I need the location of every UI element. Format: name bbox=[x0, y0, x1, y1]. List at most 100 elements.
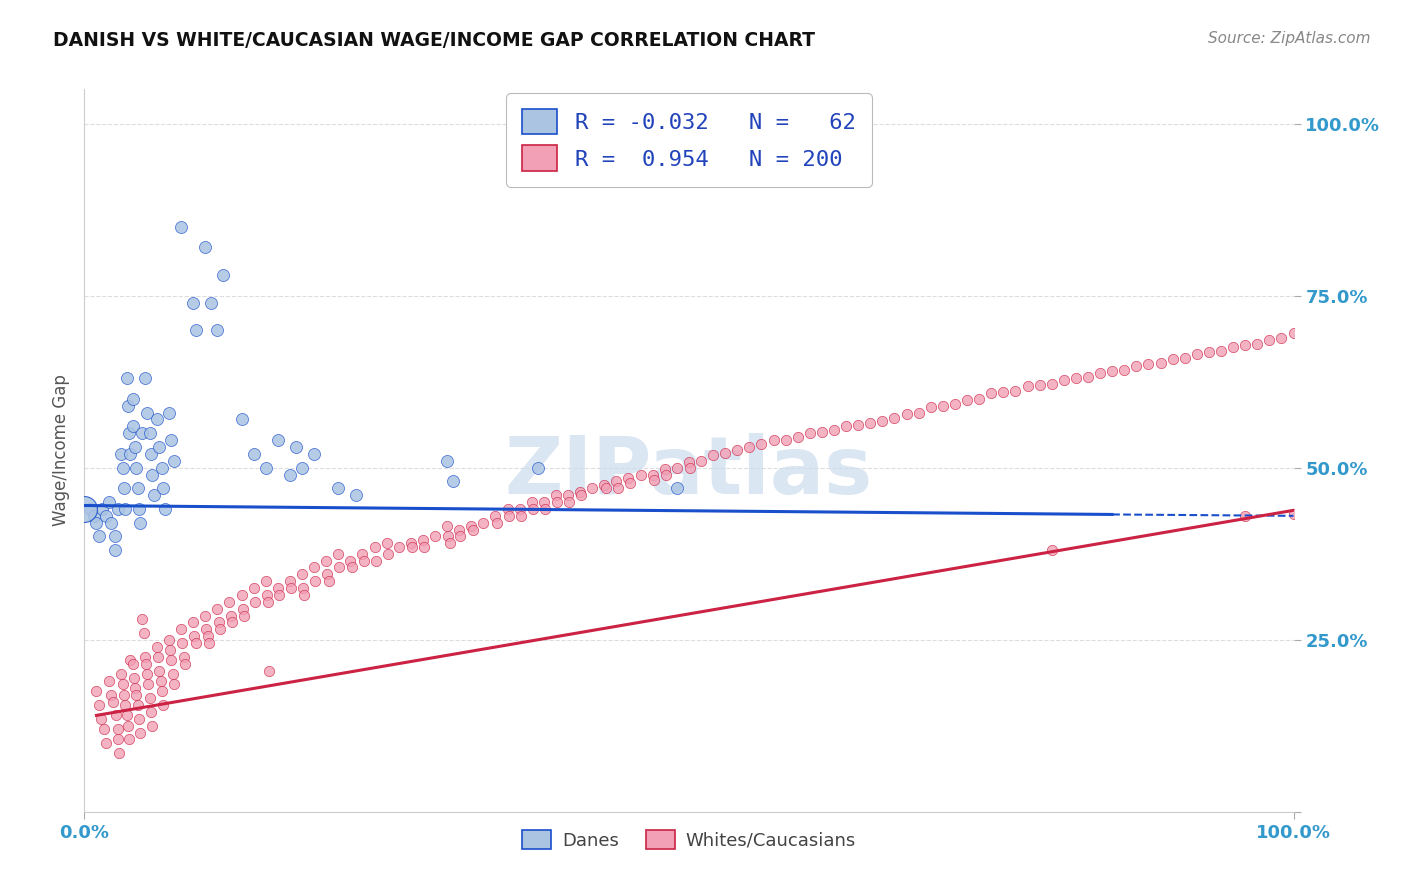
Point bbox=[242, 581, 264, 595]
Point bbox=[157, 632, 180, 647]
Point bbox=[112, 481, 135, 495]
Point bbox=[328, 547, 350, 561]
Point bbox=[94, 736, 117, 750]
Point bbox=[619, 475, 641, 490]
Point bbox=[114, 502, 136, 516]
Point bbox=[200, 295, 222, 310]
Point bbox=[593, 478, 616, 492]
Point bbox=[375, 536, 398, 550]
Point bbox=[160, 433, 183, 447]
Point bbox=[121, 419, 143, 434]
Point bbox=[73, 502, 96, 516]
Point bbox=[146, 412, 169, 426]
Point bbox=[86, 684, 108, 698]
Point bbox=[1161, 351, 1184, 366]
Point bbox=[461, 523, 484, 537]
Point bbox=[364, 553, 387, 567]
Point bbox=[1137, 358, 1160, 372]
Point bbox=[90, 712, 112, 726]
Point bbox=[520, 495, 543, 509]
Point bbox=[714, 445, 737, 459]
Point bbox=[107, 732, 129, 747]
Point bbox=[115, 371, 138, 385]
Point bbox=[1101, 364, 1123, 378]
Point bbox=[173, 657, 195, 671]
Point bbox=[484, 508, 506, 523]
Point bbox=[472, 516, 495, 530]
Point bbox=[605, 475, 627, 489]
Text: Source: ZipAtlas.com: Source: ZipAtlas.com bbox=[1208, 31, 1371, 46]
Point bbox=[221, 615, 243, 630]
Point bbox=[150, 460, 173, 475]
Point bbox=[278, 467, 301, 482]
Point bbox=[678, 455, 700, 469]
Point bbox=[665, 481, 688, 495]
Point bbox=[498, 508, 520, 523]
Point bbox=[436, 519, 458, 533]
Point bbox=[328, 481, 350, 495]
Point bbox=[363, 540, 385, 554]
Point bbox=[1222, 340, 1244, 354]
Point bbox=[181, 295, 204, 310]
Point bbox=[1234, 338, 1257, 352]
Point bbox=[108, 746, 131, 760]
Point bbox=[1040, 543, 1063, 558]
Text: DANISH VS WHITE/CAUCASIAN WAGE/INCOME GAP CORRELATION CHART: DANISH VS WHITE/CAUCASIAN WAGE/INCOME GA… bbox=[53, 31, 815, 50]
Point bbox=[107, 502, 129, 516]
Point bbox=[907, 406, 929, 420]
Point bbox=[132, 625, 155, 640]
Point bbox=[284, 440, 308, 454]
Point bbox=[725, 443, 748, 458]
Point bbox=[207, 601, 229, 615]
Point bbox=[128, 712, 150, 726]
Point bbox=[124, 681, 146, 695]
Point bbox=[146, 640, 169, 654]
Point bbox=[702, 448, 724, 462]
Point bbox=[152, 481, 174, 495]
Point bbox=[115, 708, 138, 723]
Point bbox=[569, 488, 592, 502]
Point bbox=[170, 219, 193, 234]
Point bbox=[91, 502, 114, 516]
Point bbox=[135, 657, 157, 671]
Point bbox=[665, 460, 688, 475]
Point bbox=[346, 488, 368, 502]
Point bbox=[316, 567, 339, 582]
Point bbox=[630, 467, 652, 482]
Point bbox=[883, 411, 905, 425]
Point bbox=[1028, 378, 1050, 392]
Point bbox=[1149, 356, 1171, 370]
Point bbox=[643, 473, 665, 487]
Point bbox=[173, 649, 195, 664]
Point bbox=[195, 623, 218, 637]
Point bbox=[1088, 366, 1111, 380]
Point bbox=[441, 475, 464, 489]
Point bbox=[136, 406, 159, 420]
Point bbox=[127, 698, 149, 712]
Point bbox=[353, 553, 375, 567]
Point bbox=[231, 588, 253, 602]
Point bbox=[218, 595, 240, 609]
Point bbox=[377, 547, 399, 561]
Point bbox=[97, 673, 120, 688]
Point bbox=[93, 722, 115, 736]
Point bbox=[439, 536, 461, 550]
Point bbox=[413, 540, 436, 554]
Point bbox=[97, 495, 120, 509]
Point bbox=[131, 426, 153, 441]
Point bbox=[157, 406, 180, 420]
Point bbox=[138, 426, 160, 441]
Point bbox=[267, 581, 290, 595]
Point bbox=[219, 608, 242, 623]
Point bbox=[1209, 343, 1232, 358]
Point bbox=[139, 705, 162, 719]
Point bbox=[121, 392, 143, 406]
Point bbox=[122, 671, 145, 685]
Point bbox=[509, 502, 531, 516]
Point bbox=[302, 560, 325, 574]
Point bbox=[104, 543, 127, 558]
Point bbox=[291, 460, 314, 475]
Point bbox=[1064, 371, 1087, 385]
Point bbox=[212, 268, 235, 282]
Point bbox=[107, 722, 129, 736]
